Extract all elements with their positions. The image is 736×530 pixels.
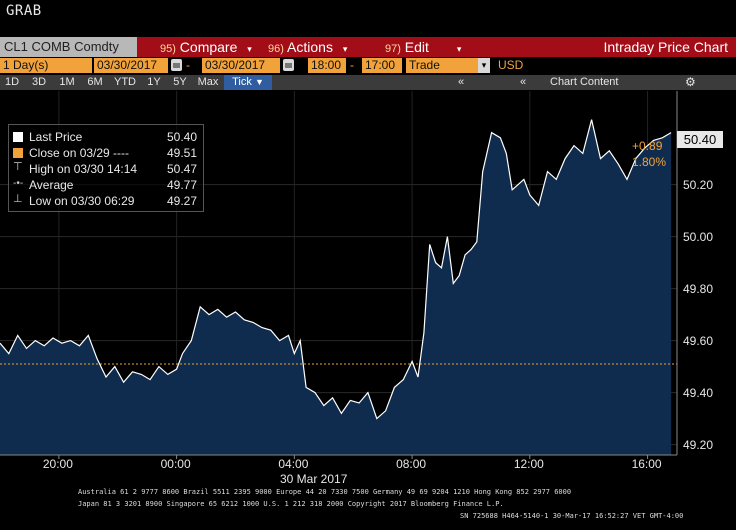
currency-field[interactable]: USD xyxy=(495,58,525,73)
legend-value: 49.51 xyxy=(166,146,197,160)
compare-number: 95) xyxy=(160,43,176,55)
end-time-field[interactable]: 17:00 xyxy=(362,58,402,73)
timeframe-tick-select[interactable]: Tick ▼ xyxy=(224,75,272,90)
legend-item-high[interactable]: ⊤ High on 03/30 14:14 50.47 xyxy=(9,162,197,178)
start-time-field[interactable]: 18:00 xyxy=(308,58,346,73)
actions-menu-button[interactable]: 96) Actions ▾ xyxy=(268,37,347,57)
x-tick-label: 12:00 xyxy=(513,457,544,471)
timeframe-bar xyxy=(0,75,736,90)
chevron-down-icon: ▾ xyxy=(456,44,462,54)
y-tick-label: 49.40 xyxy=(683,385,714,400)
actions-number: 96) xyxy=(268,43,284,55)
calendar-icon[interactable] xyxy=(171,59,182,71)
timeframe-3d-button[interactable]: 3D xyxy=(31,76,47,88)
compare-label: Compare xyxy=(179,39,238,55)
timeframe-1d-button[interactable]: 1D xyxy=(4,76,20,88)
x-tick-label: 20:00 xyxy=(42,457,73,471)
white-square-icon xyxy=(13,132,23,142)
x-tick-label: 16:00 xyxy=(631,457,662,471)
period-selector[interactable]: 1 Day(s) xyxy=(0,58,92,73)
chart-content-button[interactable]: Chart Content xyxy=(550,76,619,88)
time-separator: - xyxy=(350,58,354,72)
legend-label: Low on 03/30 06:29 xyxy=(29,194,135,208)
x-tick-label: 08:00 xyxy=(396,457,427,471)
actions-label: Actions xyxy=(287,39,333,55)
price-series-line xyxy=(0,119,672,420)
edit-number: 97) xyxy=(385,43,401,55)
chevron-down-icon: ▾ xyxy=(342,44,348,54)
calendar-icon[interactable] xyxy=(283,59,294,71)
function-toolbar xyxy=(0,37,736,57)
footer-contacts-line2: Japan 81 3 3201 8900 Singapore 65 6212 1… xyxy=(78,500,504,508)
end-date-field[interactable]: 03/30/2017 xyxy=(202,58,280,73)
y-tick-label: 49.60 xyxy=(683,333,714,348)
compare-menu-button[interactable]: 95) Compare ▾ xyxy=(160,37,252,57)
orange-square-icon xyxy=(13,148,23,158)
x-ticks xyxy=(58,455,649,459)
legend-label: High on 03/30 14:14 xyxy=(29,162,138,176)
tick-label: Tick xyxy=(232,76,252,88)
y-tick-label: 49.20 xyxy=(683,437,714,452)
legend-value: 49.27 xyxy=(166,194,197,208)
collapse-left-icon[interactable]: « xyxy=(458,76,465,88)
change-value: +0.89 xyxy=(632,139,663,153)
price-chart[interactable] xyxy=(0,91,736,530)
date-separator: - xyxy=(186,58,190,72)
x-tick-label: 00:00 xyxy=(160,457,191,471)
timeframe-ytd-button[interactable]: YTD xyxy=(114,76,136,88)
gear-icon[interactable]: ⚙ xyxy=(685,75,696,89)
average-marker-icon: -•- xyxy=(13,178,24,189)
ticker-field[interactable]: CL1 COMB Comdty xyxy=(0,37,137,57)
legend-item-close[interactable]: Close on 03/29 ---- 49.51 xyxy=(9,146,197,162)
timeframe-max-button[interactable]: Max xyxy=(197,76,219,88)
collapse-right-icon[interactable]: « xyxy=(520,76,527,88)
legend-value: 50.40 xyxy=(166,130,197,144)
timeframe-5y-button[interactable]: 5Y xyxy=(173,76,187,88)
timeframe-1m-button[interactable]: 1M xyxy=(59,76,75,88)
chevron-down-icon[interactable]: ▾ xyxy=(478,58,490,73)
start-date-field[interactable]: 03/30/2017 xyxy=(94,58,168,73)
legend-label: Close on 03/29 ---- xyxy=(29,146,130,160)
timeframe-6m-button[interactable]: 6M xyxy=(87,76,103,88)
legend-item-last-price[interactable]: Last Price 50.40 xyxy=(9,130,197,146)
edit-label: Edit xyxy=(404,39,429,55)
low-marker-icon: ⊥ xyxy=(13,193,23,205)
footer-contacts-line1: Australia 61 2 9777 8600 Brazil 5511 239… xyxy=(78,488,572,496)
event-type-select[interactable]: Trade xyxy=(406,58,478,73)
y-tick-label: 50.00 xyxy=(683,229,714,244)
last-price-tag: 50.40 xyxy=(677,131,723,148)
legend-value: 50.47 xyxy=(166,162,197,176)
chevron-down-icon: ▼ xyxy=(254,77,264,87)
legend-item-low[interactable]: ⊥ Low on 03/30 06:29 49.27 xyxy=(9,194,197,210)
change-percent: 1.80% xyxy=(632,155,667,169)
chart-legend: Last Price 50.40 Close on 03/29 ---- 49.… xyxy=(8,124,204,212)
high-marker-icon: ⊤ xyxy=(13,161,23,173)
price-area-fill xyxy=(0,119,672,455)
footer-session-info: SN 725688 H464-5140-1 30-Mar-17 16:52:27… xyxy=(460,512,684,520)
legend-value: 49.77 xyxy=(166,178,197,192)
edit-menu-button[interactable]: 97) Edit ▾ xyxy=(385,37,461,57)
x-date-label: 30 Mar 2017 xyxy=(280,472,348,486)
x-tick-label: 04:00 xyxy=(278,457,309,471)
y-tick-label: 49.80 xyxy=(683,281,714,296)
legend-label: Last Price xyxy=(29,130,83,144)
timeframe-1y-button[interactable]: 1Y xyxy=(147,76,161,88)
page-title: Intraday Price Chart xyxy=(603,39,729,55)
chevron-down-icon: ▾ xyxy=(247,44,252,54)
legend-item-average[interactable]: -•- Average 49.77 xyxy=(9,178,197,194)
y-tick-label: 50.20 xyxy=(683,177,714,192)
legend-label: Average xyxy=(29,178,74,192)
grab-label: GRAB xyxy=(6,3,42,19)
